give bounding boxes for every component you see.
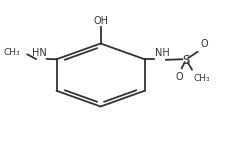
Text: CH₃: CH₃ — [3, 48, 20, 57]
Text: OH: OH — [93, 15, 108, 26]
Text: NH: NH — [154, 48, 169, 58]
Text: CH₃: CH₃ — [194, 74, 211, 83]
Text: HN: HN — [31, 48, 46, 58]
Text: S: S — [182, 54, 190, 66]
Text: O: O — [175, 72, 183, 83]
Text: O: O — [201, 39, 209, 49]
